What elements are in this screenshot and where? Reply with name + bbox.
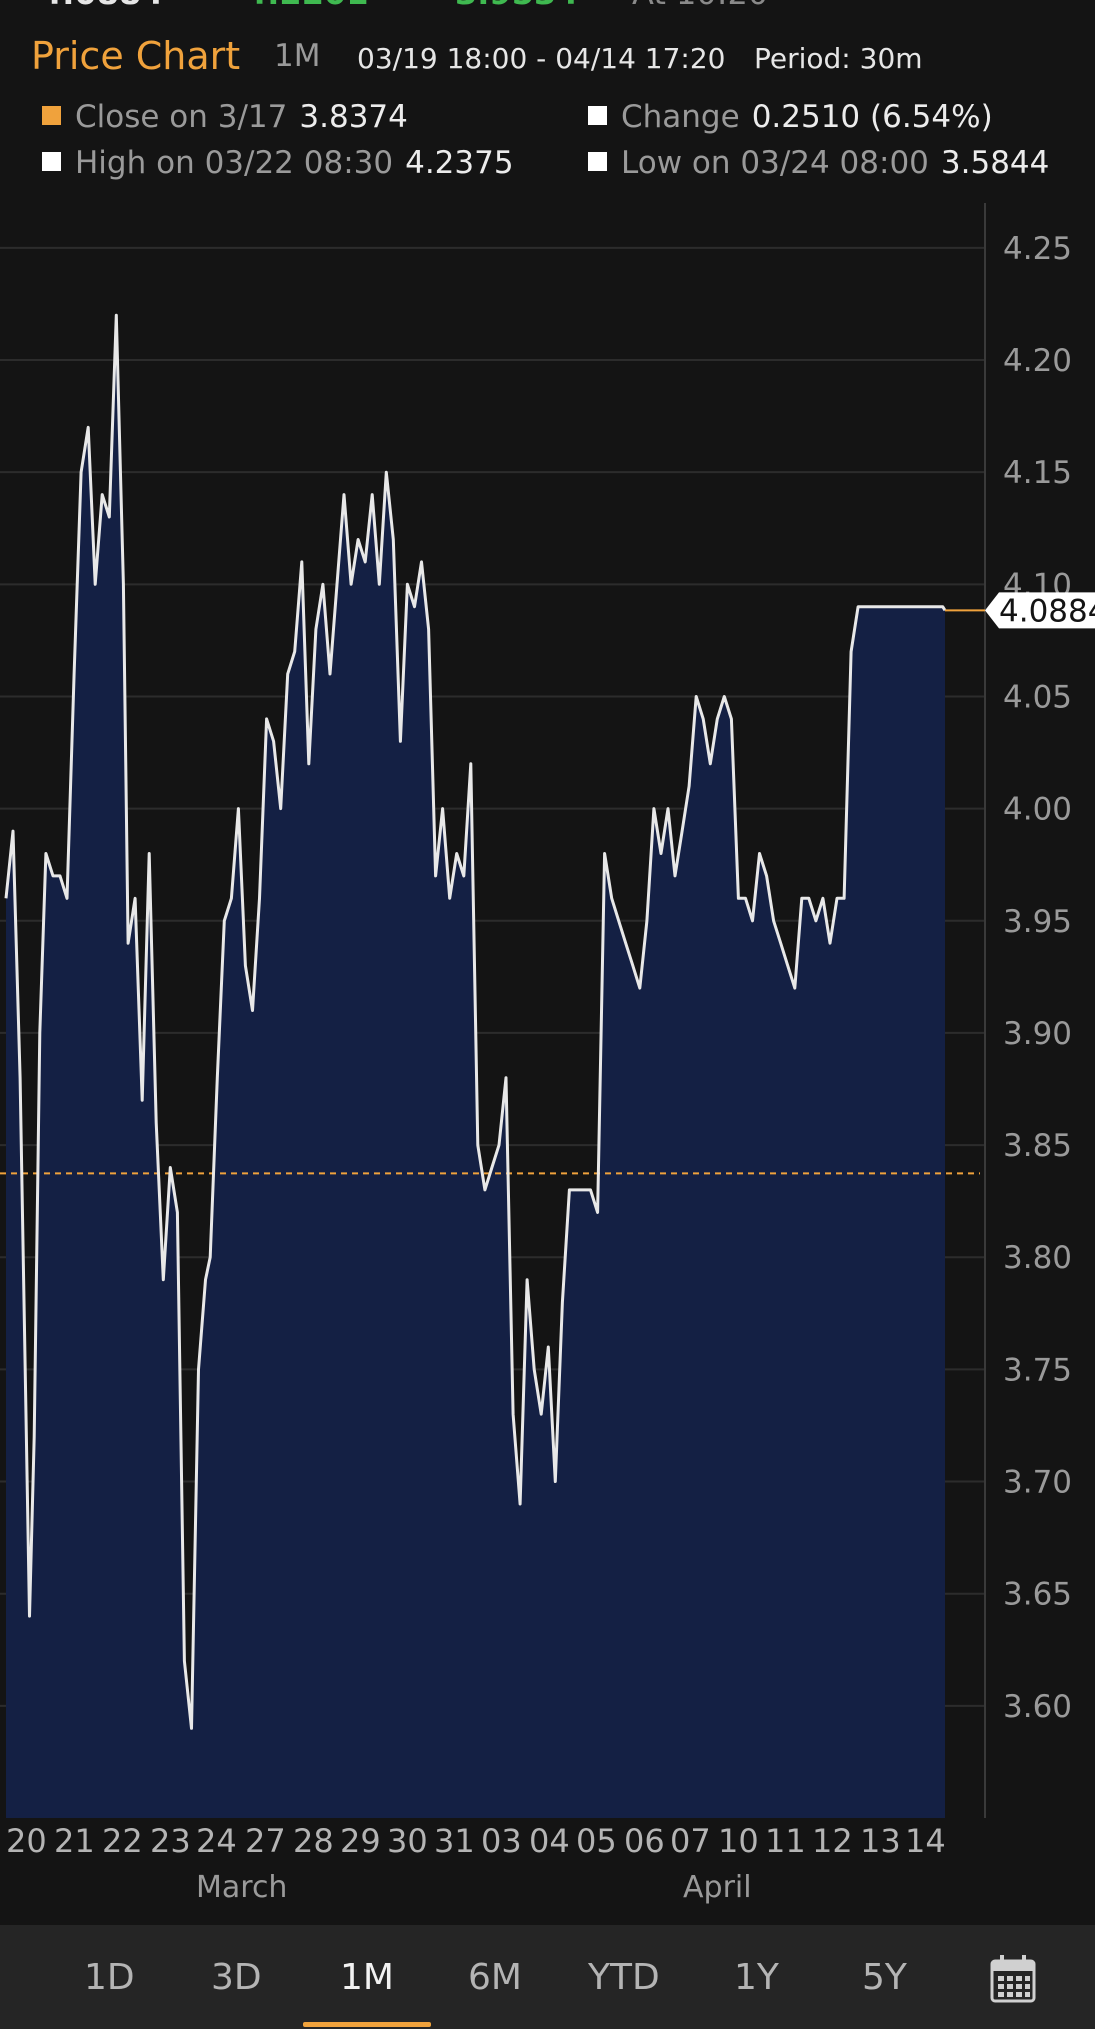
x-day-label: 20 (6, 1822, 47, 1860)
chart-title: Price Chart (31, 34, 241, 78)
x-day-label: 28 (293, 1822, 334, 1860)
change-label: Change (621, 99, 740, 135)
x-day-label: 13 (860, 1822, 901, 1860)
x-day-label: 10 (718, 1822, 759, 1860)
x-day-label: 07 (670, 1822, 711, 1860)
high-swatch (42, 152, 61, 171)
price-line (4, 313, 947, 1730)
x-day-label: 21 (54, 1822, 95, 1860)
close-label: Close on 3/17 (75, 99, 288, 135)
y-tick-label: 4.25 (1003, 231, 1072, 267)
close-value: 3.8374 (299, 99, 408, 135)
tab-1m[interactable]: 1M (340, 1957, 394, 1998)
x-day-label: 06 (624, 1822, 665, 1860)
tab-1d[interactable]: 1D (84, 1957, 135, 1998)
legend-high: High on 03/22 08:30 4.2375 (42, 145, 514, 181)
legend-close: Close on 3/17 3.8374 (42, 99, 408, 135)
x-month-label: April (683, 1870, 752, 1905)
quote-time: At 10:20 (632, 0, 768, 10)
change-swatch (588, 106, 607, 125)
tab-1y[interactable]: 1Y (734, 1957, 779, 1998)
y-tick-label: 3.80 (1003, 1240, 1072, 1276)
top-quote-strip: 4.0884 4.2201 3.9534 At 10:20 (0, 0, 1095, 10)
chart-header: Price Chart 1M 03/19 18:00 - 04/14 17:20… (0, 30, 1095, 85)
y-tick-label: 3.90 (1003, 1016, 1072, 1052)
x-day-label: 30 (387, 1822, 428, 1860)
x-day-label: 11 (765, 1822, 806, 1860)
x-day-label: 05 (576, 1822, 617, 1860)
high-value: 4.2375 (405, 145, 514, 181)
y-tick-label: 3.60 (1003, 1689, 1072, 1725)
y-tick-label: 3.85 (1003, 1128, 1072, 1164)
y-tick-label: 3.65 (1003, 1577, 1072, 1613)
quote-high: 4.2201 (245, 0, 368, 10)
last-value-badge (985, 592, 1095, 629)
change-value: 0.2510 (6.54%) (751, 99, 993, 135)
date-range: 03/19 18:00 - 04/14 17:20 (357, 42, 726, 75)
x-day-label: 29 (340, 1822, 381, 1860)
y-tick-label: 3.70 (1003, 1465, 1072, 1501)
x-day-label: 03 (481, 1822, 522, 1860)
price-chart[interactable]: 4.254.204.154.104.054.003.953.903.853.80… (0, 195, 1095, 1825)
active-tab-indicator (303, 2022, 431, 2027)
last-price: 4.0884 (40, 0, 163, 10)
low-swatch (588, 152, 607, 171)
period-label: Period: 30m (754, 42, 923, 75)
x-day-label: 27 (245, 1822, 286, 1860)
x-day-label: 14 (905, 1822, 946, 1860)
close-swatch (42, 106, 61, 125)
range-label: 1M (274, 38, 321, 74)
range-tab-bar: 1D 3D 1M 6M YTD 1Y 5Y (0, 1925, 1095, 2029)
y-tick-label: 4.15 (1003, 455, 1072, 491)
y-tick-label: 4.00 (1003, 792, 1072, 828)
last-value-label: 4.0884 (999, 593, 1095, 629)
y-tick-label: 3.95 (1003, 904, 1072, 940)
x-day-label: 04 (529, 1822, 570, 1860)
y-tick-label: 4.05 (1003, 679, 1072, 715)
x-day-label: 23 (150, 1822, 191, 1860)
legend-change: Change 0.2510 (6.54%) (588, 99, 993, 135)
x-day-label: 31 (434, 1822, 475, 1860)
tab-6m[interactable]: 6M (468, 1957, 522, 1998)
y-tick-label: 4.20 (1003, 343, 1072, 379)
x-day-label: 24 (196, 1822, 237, 1860)
tab-ytd[interactable]: YTD (588, 1957, 660, 1998)
quote-low: 3.9534 (455, 0, 578, 10)
x-day-label: 12 (812, 1822, 853, 1860)
low-value: 3.5844 (940, 145, 1050, 181)
low-label: Low on 03/24 08:00 (621, 145, 929, 181)
x-month-label: March (196, 1870, 288, 1905)
calendar-icon[interactable] (990, 1955, 1036, 2003)
legend-low: Low on 03/24 08:00 3.5844 (588, 145, 1049, 181)
high-label: High on 03/22 08:30 (75, 145, 394, 181)
x-day-label: 22 (102, 1822, 143, 1860)
tab-3d[interactable]: 3D (211, 1957, 262, 1998)
tab-5y[interactable]: 5Y (862, 1957, 907, 1998)
y-tick-label: 3.75 (1003, 1352, 1072, 1388)
